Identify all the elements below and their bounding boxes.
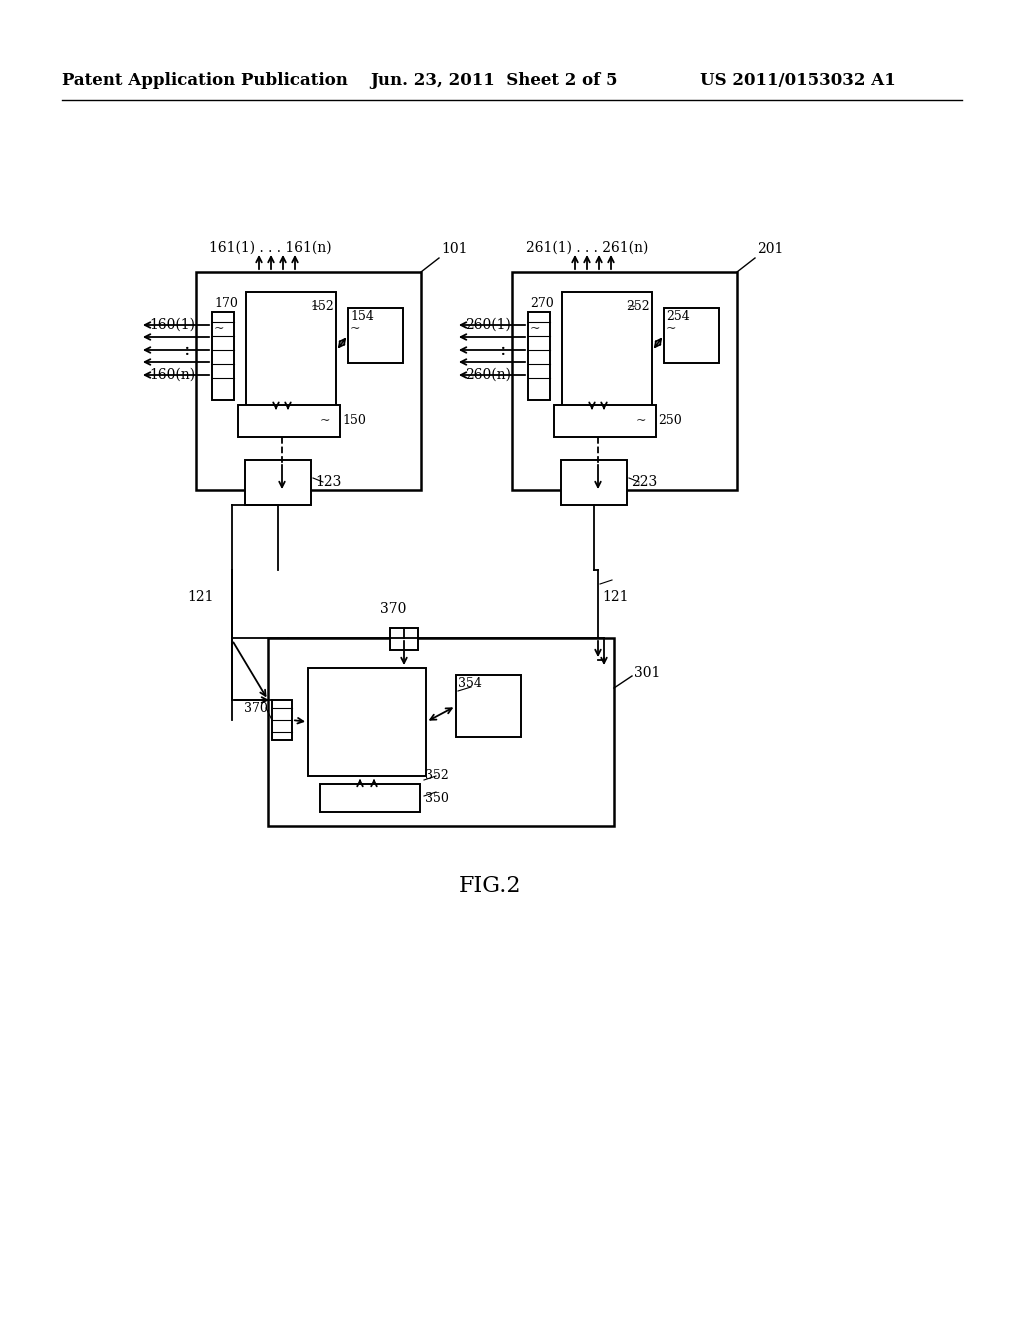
Bar <box>245 459 311 506</box>
Text: 121: 121 <box>602 590 629 605</box>
Text: ~: ~ <box>311 300 322 313</box>
Text: FIG.2: FIG.2 <box>459 875 521 898</box>
Text: 301: 301 <box>634 667 660 680</box>
Text: :: : <box>500 341 506 359</box>
Text: Jun. 23, 2011  Sheet 2 of 5: Jun. 23, 2011 Sheet 2 of 5 <box>370 73 617 88</box>
Text: 123: 123 <box>315 475 341 488</box>
Text: ~: ~ <box>350 322 360 335</box>
Text: 370: 370 <box>244 702 268 715</box>
Bar <box>272 700 292 741</box>
Text: :: : <box>183 341 190 359</box>
Bar <box>390 628 418 649</box>
Text: ~: ~ <box>530 322 541 335</box>
Bar <box>212 312 234 400</box>
Text: 150: 150 <box>342 414 366 428</box>
Bar <box>562 292 652 411</box>
Text: 223: 223 <box>631 475 657 488</box>
Bar <box>528 312 550 400</box>
Text: 252: 252 <box>627 300 650 313</box>
Text: 261(1) . . . 261(n): 261(1) . . . 261(n) <box>525 242 648 255</box>
Text: ~: ~ <box>319 414 331 428</box>
Text: 121: 121 <box>187 590 214 605</box>
Text: 354: 354 <box>458 677 482 690</box>
Text: 350: 350 <box>425 792 449 804</box>
Text: 260(1): 260(1) <box>465 318 511 333</box>
Bar <box>268 638 614 826</box>
Text: US 2011/0153032 A1: US 2011/0153032 A1 <box>700 73 896 88</box>
Text: 160(n): 160(n) <box>148 368 195 381</box>
Bar <box>348 308 403 363</box>
Text: 352: 352 <box>425 770 449 781</box>
Bar <box>456 675 521 737</box>
Text: 254: 254 <box>666 310 690 323</box>
Text: 260(n): 260(n) <box>465 368 511 381</box>
Bar <box>512 272 737 490</box>
Bar <box>554 405 656 437</box>
Text: 152: 152 <box>310 300 334 313</box>
Text: 270: 270 <box>530 297 554 310</box>
Text: Patent Application Publication: Patent Application Publication <box>62 73 348 88</box>
Bar <box>196 272 421 490</box>
Text: 154: 154 <box>350 310 374 323</box>
Text: 161(1) . . . 161(n): 161(1) . . . 161(n) <box>209 242 332 255</box>
Text: 250: 250 <box>658 414 682 428</box>
Text: ~: ~ <box>636 414 646 428</box>
Bar <box>561 459 627 506</box>
Bar <box>319 784 420 812</box>
Text: 170: 170 <box>214 297 238 310</box>
Bar <box>246 292 336 411</box>
Text: 160(1): 160(1) <box>150 318 195 333</box>
Bar <box>238 405 340 437</box>
Text: ~: ~ <box>666 322 677 335</box>
Text: ~: ~ <box>627 300 638 313</box>
Text: 201: 201 <box>757 242 783 256</box>
Text: 370: 370 <box>380 602 407 616</box>
Bar <box>664 308 719 363</box>
Text: ~: ~ <box>214 322 224 335</box>
Text: 101: 101 <box>441 242 468 256</box>
Bar <box>308 668 426 776</box>
